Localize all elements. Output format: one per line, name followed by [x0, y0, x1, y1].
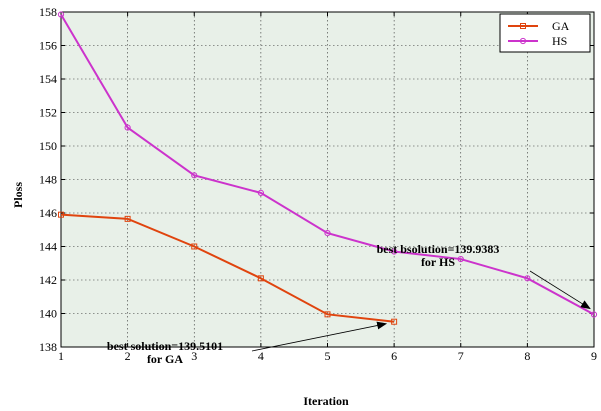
y-axis-label: Ploss — [11, 182, 25, 208]
data-point-hs — [124, 124, 131, 131]
annotation-text-line: best solution=139.5101 — [107, 339, 223, 353]
series-hs — [57, 11, 598, 318]
data-point-hs — [519, 37, 527, 45]
x-tick-label: 3 — [191, 349, 197, 363]
series-ga — [58, 211, 398, 325]
annotation-text-line: for GA — [147, 352, 183, 366]
x-tick-label: 9 — [591, 349, 597, 363]
y-tick-label: 138 — [39, 340, 57, 354]
data-point-hs — [257, 189, 264, 196]
y-tick-label: 154 — [39, 72, 57, 86]
legend-box — [499, 13, 591, 53]
annotation-arrow — [251, 321, 388, 352]
y-tick-label: 158 — [39, 5, 57, 19]
data-point-ga — [124, 215, 131, 222]
data-point-hs — [57, 11, 65, 18]
x-tick-label: 7 — [458, 349, 464, 363]
data-point-ga — [58, 211, 64, 218]
y-tick-label: 142 — [39, 273, 57, 287]
legend-label: HS — [552, 34, 567, 48]
data-point-ga — [324, 311, 331, 318]
annotation-text-line: for HS — [421, 255, 455, 269]
series-lines — [57, 11, 598, 325]
x-tick-label: 8 — [524, 349, 530, 363]
data-point-hs — [324, 230, 331, 237]
data-point-hs — [391, 248, 398, 255]
data-point-hs — [590, 311, 598, 318]
data-point-ga — [191, 243, 198, 250]
series-line-hs — [60, 14, 595, 316]
y-tick-label: 144 — [39, 240, 57, 254]
x-tick-label: 6 — [391, 349, 397, 363]
x-axis-label: Iteration — [303, 394, 349, 408]
data-point-ga — [257, 275, 264, 282]
annotation-text-line: best bsolution=139.9383 — [377, 242, 500, 256]
y-tick-label: 156 — [39, 39, 57, 53]
legend-label: GA — [552, 19, 570, 33]
data-point-hs — [191, 172, 198, 179]
x-tick-label: 1 — [58, 349, 64, 363]
axes — [60, 11, 595, 348]
x-tick-label: 2 — [125, 349, 131, 363]
data-point-ga — [391, 318, 398, 325]
y-tick-label: 152 — [39, 106, 57, 120]
annotation-arrow — [529, 270, 591, 310]
tick-labels: 1 2 3 4 5 6 7 8 9 138 140 142 144 146 148 150 152 154 156 1… — [39, 5, 597, 363]
x-tick-label: 4 — [258, 349, 264, 363]
x-tick-label: 5 — [325, 349, 331, 363]
y-tick-label: 140 — [39, 307, 57, 321]
y-tick-label: 148 — [39, 173, 57, 187]
legend-entry-ga: GA — [508, 19, 570, 33]
legend-entry-hs: HS — [508, 34, 567, 48]
data-point-hs — [524, 275, 531, 282]
series-line-ga — [60, 213, 395, 323]
y-tick-label: 146 — [39, 206, 57, 220]
y-tick-label: 150 — [39, 139, 57, 153]
data-point-hs — [457, 255, 464, 263]
data-point-ga — [520, 23, 526, 29]
